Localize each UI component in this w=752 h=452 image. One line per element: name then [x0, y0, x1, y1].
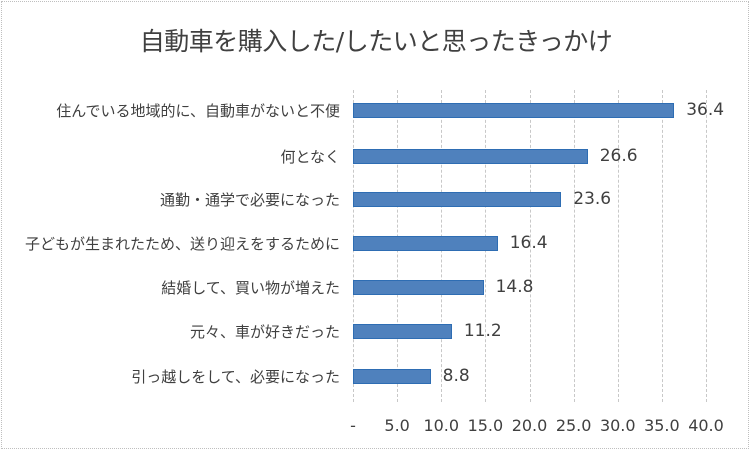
- bar: [353, 192, 562, 207]
- data-label: 16.4: [509, 233, 548, 253]
- bar: [353, 324, 452, 339]
- data-label: 36.4: [686, 100, 725, 120]
- x-tick-label: 40.0: [688, 416, 724, 435]
- category-label: 住んでいる地域的に、自動車がないと不便: [56, 102, 340, 120]
- category-label: 何となく: [280, 148, 340, 166]
- category-label: 通勤・通学で必要になった: [159, 191, 340, 209]
- gridline: [617, 90, 619, 402]
- bar: [353, 369, 431, 384]
- data-label: 11.2: [463, 321, 502, 341]
- category-label: 子どもが生まれたため、送り迎えをするために: [24, 235, 340, 253]
- bar: [353, 280, 484, 295]
- gridline: [529, 90, 531, 402]
- x-tick-label: -: [350, 416, 356, 435]
- chart-title: 自動車を購入した/したいと思ったきっかけ: [139, 27, 613, 56]
- category-label: 結婚して、買い物が増えた: [161, 279, 340, 297]
- data-label: 23.6: [573, 189, 612, 209]
- data-label: 26.6: [599, 146, 638, 166]
- gridline: [706, 90, 707, 402]
- category-label: 引っ越しをして、必要になった: [131, 368, 340, 386]
- x-tick-label: 30.0: [599, 416, 636, 435]
- x-tick-label: 20.0: [511, 416, 548, 435]
- data-label: 14.8: [495, 277, 534, 297]
- category-label: 元々、車が好きだった: [189, 323, 340, 341]
- gridline: [573, 90, 575, 402]
- x-tick-label: 10.0: [423, 416, 460, 435]
- bar: [353, 149, 588, 164]
- gridline: [661, 90, 663, 402]
- bar: [353, 236, 498, 251]
- data-label: 8.8: [442, 366, 470, 386]
- x-tick-label: 35.0: [644, 416, 680, 435]
- bar: [353, 103, 675, 118]
- x-tick-label: 5.0: [384, 416, 410, 435]
- x-tick-label: 15.0: [467, 416, 504, 435]
- x-tick-label: 25.0: [555, 416, 592, 435]
